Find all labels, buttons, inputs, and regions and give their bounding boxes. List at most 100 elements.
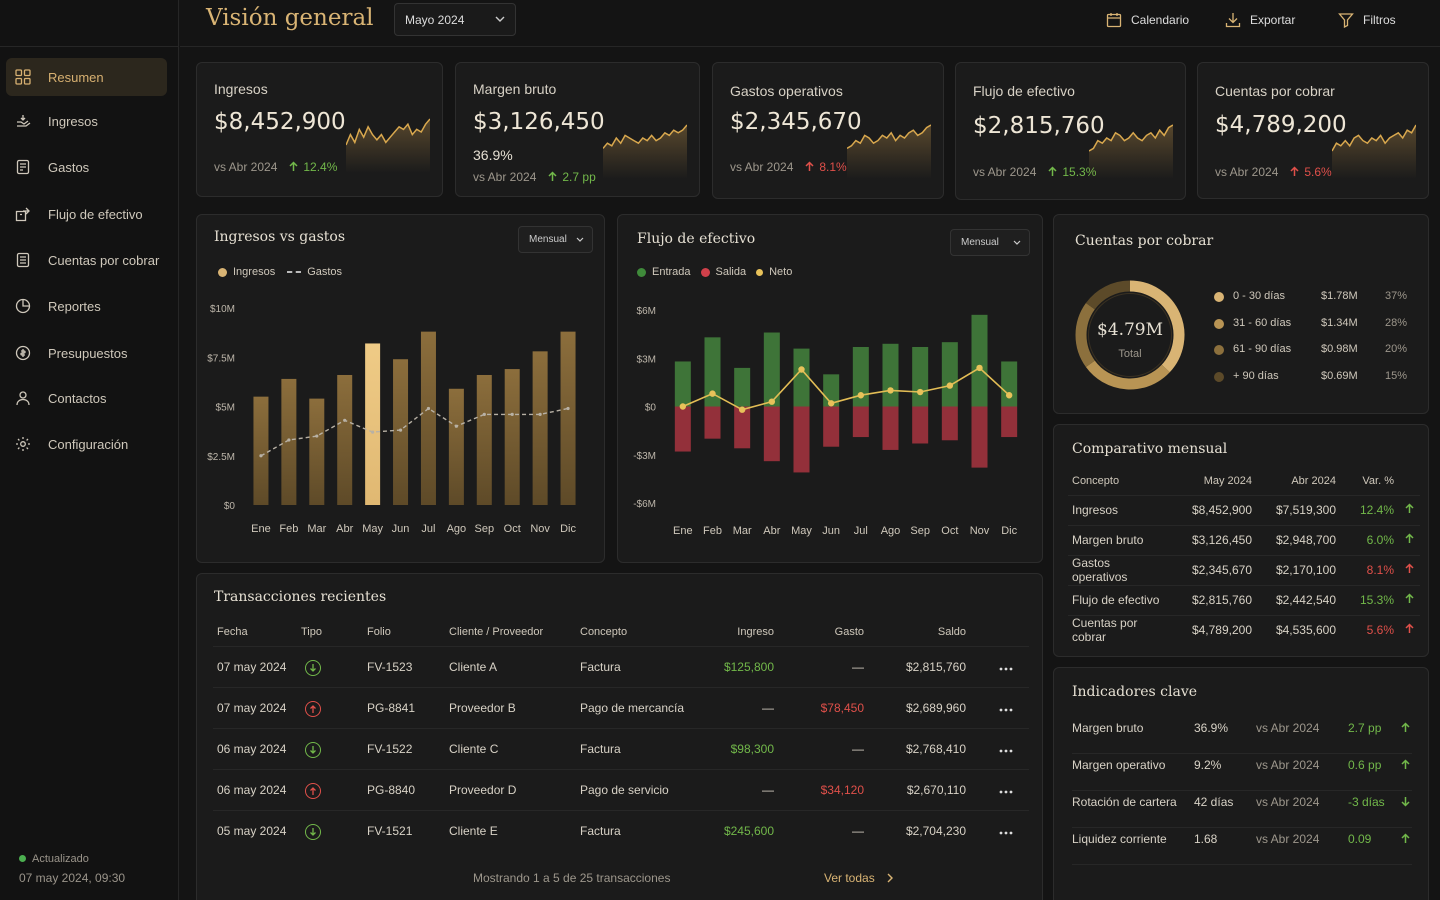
period-select[interactable]: Mayo 2024: [394, 3, 516, 36]
sidebar-item-cuentas-por-cobrar[interactable]: Cuentas por cobrar: [6, 241, 167, 279]
indicator-row[interactable]: Margen bruto 36.9% vs Abr 2024 2.7 pp: [1072, 718, 1412, 754]
net-point[interactable]: [827, 400, 835, 407]
inflow-bar[interactable]: [734, 367, 751, 407]
table-row[interactable]: 06 may 2024 FV-1522 Cliente C Factura $98,30…: [213, 727, 1029, 769]
outflow-bar[interactable]: [941, 406, 958, 441]
income-bar[interactable]: [281, 378, 297, 505]
income-bar[interactable]: [309, 398, 325, 505]
indicator-row[interactable]: Margen operativo 9.2% vs Abr 2024 0.6 pp: [1072, 755, 1412, 791]
more-options-icon[interactable]: [999, 783, 1013, 797]
income-bar[interactable]: [393, 359, 409, 505]
sidebar-item-presupuestos[interactable]: Presupuestos: [6, 334, 167, 372]
inflow-bar[interactable]: [941, 342, 958, 407]
outflow-bar[interactable]: [674, 406, 691, 452]
comparison-row[interactable]: Flujo de efectivo $2,815,760 $2,442,540 15.…: [1068, 584, 1420, 615]
net-point[interactable]: [768, 398, 776, 405]
indicator-row[interactable]: Liquidez corriente 1.68 vs Abr 2024 0.09: [1072, 829, 1412, 865]
outflow-bar[interactable]: [763, 406, 780, 462]
calendar-button[interactable]: Calendario: [1106, 12, 1189, 28]
kpi-card[interactable]: Cuentas por cobrar $4,789,200 vs Abr 2024 5…: [1197, 62, 1429, 199]
column-header[interactable]: Folio: [367, 625, 391, 638]
column-header[interactable]: Fecha: [217, 625, 248, 638]
outflow-bar[interactable]: [912, 406, 929, 444]
comparison-row[interactable]: Gastos operativos $2,345,670 $2,170,100 8.1…: [1068, 554, 1420, 585]
income-bar[interactable]: [476, 374, 492, 505]
more-options-icon[interactable]: [999, 701, 1013, 715]
inflow-bar[interactable]: [704, 337, 721, 407]
inflow-bar[interactable]: [793, 348, 810, 407]
sidebar-item-resumen[interactable]: Resumen: [6, 58, 167, 96]
income-bar[interactable]: [365, 343, 381, 505]
inflow-bar[interactable]: [1001, 361, 1018, 407]
income-bar[interactable]: [420, 331, 436, 505]
indicator-row[interactable]: Rotación de cartera 42 días vs Abr 2024 -3 …: [1072, 792, 1412, 828]
net-point[interactable]: [679, 403, 687, 410]
income-period-select[interactable]: Mensual: [518, 226, 593, 253]
kpi-card[interactable]: Margen bruto $3,126,450 36.9% vs Abr 2024 2.…: [455, 62, 700, 197]
table-row[interactable]: 06 may 2024 PG-8840 Proveedor D Pago de ser…: [213, 768, 1029, 810]
donut-slice[interactable]: [1129, 280, 1185, 373]
inflow-bar[interactable]: [674, 361, 691, 407]
inflow-bar[interactable]: [882, 343, 899, 407]
outflow-bar[interactable]: [793, 406, 810, 473]
donut-slice[interactable]: [1085, 280, 1131, 310]
net-point[interactable]: [857, 392, 865, 399]
column-header[interactable]: Saldo: [937, 625, 966, 638]
inflow-bar[interactable]: [912, 346, 929, 407]
outflow-bar[interactable]: [704, 406, 721, 439]
outflow-bar[interactable]: [971, 406, 988, 468]
net-point[interactable]: [709, 390, 716, 397]
income-bar[interactable]: [337, 374, 353, 505]
filters-button[interactable]: Filtros: [1338, 12, 1396, 28]
comparison-row[interactable]: Cuentas por cobrar $4,789,200 $4,535,600 5.…: [1068, 614, 1420, 645]
more-options-icon[interactable]: [999, 824, 1013, 838]
outflow-bar[interactable]: [852, 406, 869, 438]
income-bar[interactable]: [560, 331, 576, 505]
table-row[interactable]: 05 may 2024 FV-1521 Cliente E Factura $245,6…: [213, 809, 1029, 851]
column-header[interactable]: Gasto: [834, 625, 864, 638]
sidebar-item-contactos[interactable]: Contactos: [6, 379, 167, 417]
income-bar[interactable]: [253, 396, 269, 505]
income-bar[interactable]: [504, 369, 520, 505]
net-point[interactable]: [1005, 392, 1013, 399]
column-header[interactable]: Cliente / Proveedor: [449, 625, 544, 638]
comparison-row[interactable]: Ingresos $8,452,900 $7,519,300 12.4%: [1068, 494, 1420, 525]
inflow-bar[interactable]: [763, 332, 780, 407]
donut-slice[interactable]: [1075, 302, 1095, 368]
donut-slice[interactable]: [1085, 360, 1170, 390]
kpi-card[interactable]: Ingresos $8,452,900 vs Abr 2024 12.4%: [196, 62, 443, 197]
view-all-link[interactable]: Ver todas: [824, 871, 894, 885]
sidebar-item-flujo-de-efectivo[interactable]: Flujo de efectivo: [6, 195, 167, 233]
sidebar-item-reportes[interactable]: Reportes: [6, 287, 167, 325]
net-point[interactable]: [916, 388, 924, 396]
net-point[interactable]: [887, 387, 894, 394]
table-row[interactable]: 07 may 2024 PG-8841 Proveedor B Pago de mer…: [213, 686, 1029, 728]
outflow-bar[interactable]: [734, 406, 751, 449]
comparison-row[interactable]: Margen bruto $3,126,450 $2,948,700 6.0%: [1068, 524, 1420, 555]
income-bar[interactable]: [532, 351, 548, 505]
more-options-icon[interactable]: [999, 742, 1013, 756]
sidebar-item-gastos[interactable]: Gastos: [6, 148, 167, 186]
sidebar-item-configuraci-n[interactable]: Configuración: [6, 425, 167, 463]
column-header[interactable]: Ingreso: [737, 625, 774, 638]
inflow-bar[interactable]: [971, 314, 988, 407]
export-button[interactable]: Exportar: [1225, 12, 1295, 28]
income-bar[interactable]: [448, 388, 464, 505]
inflow-bar[interactable]: [852, 346, 869, 407]
kpi-sub-value: 36.9%: [473, 147, 513, 163]
kpi-card[interactable]: Gastos operativos $2,345,670 vs Abr 2024 8.…: [712, 62, 944, 199]
outflow-bar[interactable]: [1001, 406, 1018, 438]
more-options-icon[interactable]: [999, 660, 1013, 674]
column-header[interactable]: Tipo: [301, 625, 322, 638]
outflow-bar[interactable]: [823, 406, 840, 447]
net-point[interactable]: [976, 364, 983, 372]
table-row[interactable]: 07 may 2024 FV-1523 Cliente A Factura $125,8…: [213, 645, 1029, 687]
net-point[interactable]: [798, 366, 805, 373]
net-point[interactable]: [738, 406, 746, 413]
column-header[interactable]: Concepto: [580, 625, 628, 638]
outflow-bar[interactable]: [882, 406, 899, 450]
cashflow-period-select[interactable]: Mensual: [950, 229, 1030, 256]
kpi-card[interactable]: Flujo de efectivo $2,815,760 vs Abr 2024 15…: [955, 62, 1186, 200]
sidebar-item-ingresos[interactable]: Ingresos: [6, 102, 167, 140]
net-point[interactable]: [946, 382, 954, 389]
